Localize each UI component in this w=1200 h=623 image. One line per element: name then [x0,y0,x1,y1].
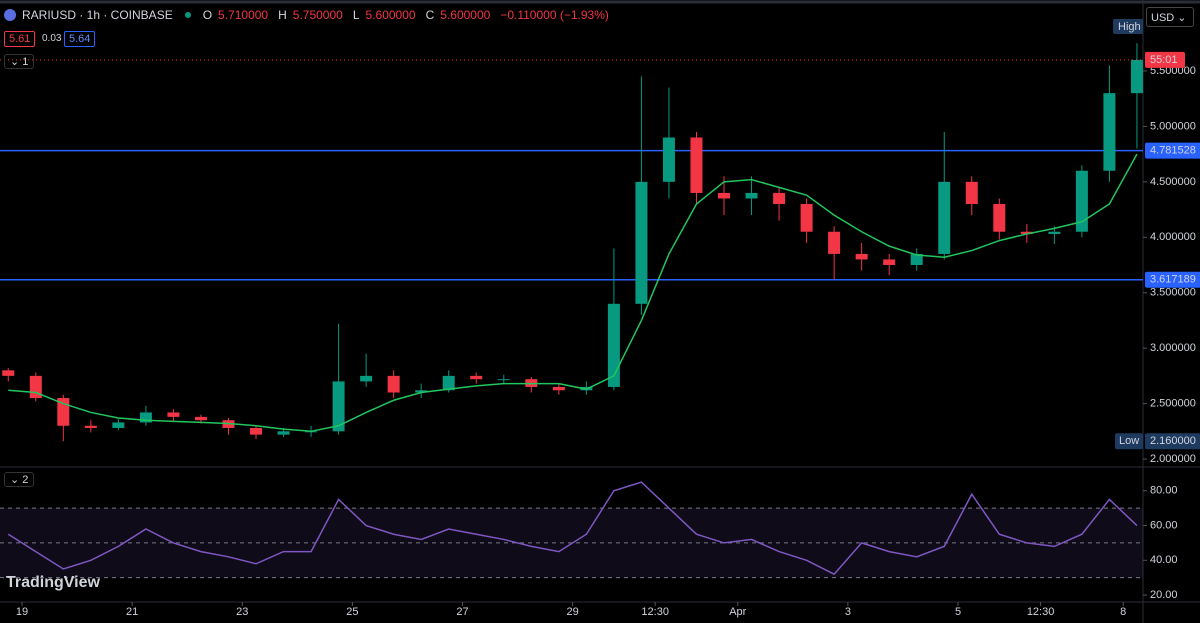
pane-toggle[interactable]: ⌄ 1 [4,54,35,69]
candle-body [360,375,373,382]
x-tick-label: 23 [236,606,248,618]
high-label: High [1118,21,1141,33]
candle-body [662,137,675,182]
x-tick-label: 8 [1120,606,1126,618]
pane-number: 2 [22,474,29,486]
low-value: 2.160000 [1150,435,1196,447]
currency: USD [1151,12,1175,24]
candle-body [1130,59,1143,94]
candle-body [442,375,455,391]
x-tick-label: 12:30 [1027,606,1055,618]
y-tick-label: 3.500000 [1150,287,1196,299]
moving-average [8,153,1138,433]
candle-body [332,381,345,432]
low-value: 5.600000 [365,8,416,22]
y-tick-label: 3.000000 [1150,342,1196,354]
y-tick-label: 2.000000 [1150,453,1196,465]
candle-body [497,379,510,381]
symbol-logo [4,9,16,21]
y-tick-label: 60.00 [1150,519,1178,531]
candle-body [993,204,1006,232]
candle-body [1020,231,1033,234]
candle-body [883,259,896,265]
candle-body [718,192,731,199]
high-label-bg [1113,19,1143,34]
candle-body [965,181,978,205]
x-tick-label: 19 [16,606,28,618]
candle-body [855,253,868,260]
market-status [184,12,191,18]
symbol[interactable]: RARIUSD · 1h · COINBASE [22,8,173,22]
low-label-bg [1115,433,1143,450]
x-tick-label: 12:30 [641,606,669,618]
x-tick-label: 21 [126,606,138,618]
header: RARIUSD · 1h · COINBASE O 5.710000 H 5.750… [4,8,613,22]
rsi-line [7,481,1138,576]
candle-body [1048,231,1061,234]
candle-body [470,375,483,380]
y-tick-label: 4.000000 [1150,231,1196,243]
pane-toggle[interactable]: ⌄ 2 [4,472,35,487]
y-tick-label: 40.00 [1150,554,1178,566]
candle-body [2,370,15,376]
y-tick-label: 4.500000 [1150,176,1196,188]
x-tick-label: 29 [566,606,578,618]
hline-label: 3.617189 [1150,274,1196,286]
brand: TradingView [6,574,100,591]
candle-body [194,416,207,421]
change: −0.110000 (−1.93%) [500,8,609,22]
candle-body [690,137,703,193]
low-label: Low [1119,435,1139,447]
candle-body [607,303,620,387]
candle-body [167,412,180,417]
currency-select[interactable]: USD ⌄ [1146,7,1194,27]
candle-body [745,192,758,199]
candle-body [250,427,263,435]
ask[interactable]: 5.64 [64,31,96,47]
y-tick-label: 80.00 [1150,485,1178,497]
spread: 0.03 [42,33,62,44]
high-key: H [278,8,287,22]
x-tick-label: 25 [346,606,358,618]
countdown-bg [1145,51,1185,68]
x-tick-label: 5 [955,606,961,618]
candle-body [84,425,97,428]
candle-body [773,192,786,205]
low-key: L [352,8,360,22]
hline-label-bg [1145,271,1200,288]
x-tick-label: Apr [729,606,746,618]
candle-body [277,431,290,435]
candle-body [938,181,951,254]
candle-body [387,375,400,393]
open-key: O [202,8,213,22]
y-tick-label: 5.000000 [1150,120,1196,132]
candle-body [910,253,923,265]
countdown: 55:01 [1150,54,1178,66]
candle-body [1075,170,1088,232]
candle-body [112,422,125,428]
candle-body [139,412,152,423]
candle-body [415,390,428,393]
low-value-bg [1145,433,1200,450]
y-tick-label: 20.00 [1150,589,1178,601]
pane-number: 1 [22,56,29,68]
y-tick-label: 2.500000 [1150,397,1196,409]
open-value: 5.710000 [218,8,269,22]
high-value: 5.750000 [292,8,343,22]
close-value: 5.600000 [440,8,491,22]
x-tick-label: 3 [845,606,851,618]
candle-body [800,204,813,232]
price-axis [1143,0,1200,623]
candle-body [1103,93,1116,171]
x-tick-label: 27 [456,606,468,618]
hline-label-bg [1145,142,1200,159]
candle-body [552,386,565,391]
bid[interactable]: 5.61 [4,31,36,47]
close-key: C [425,8,435,22]
candle-body [635,181,648,304]
candle-body [828,231,841,254]
hline-label: 4.781528 [1150,145,1196,157]
